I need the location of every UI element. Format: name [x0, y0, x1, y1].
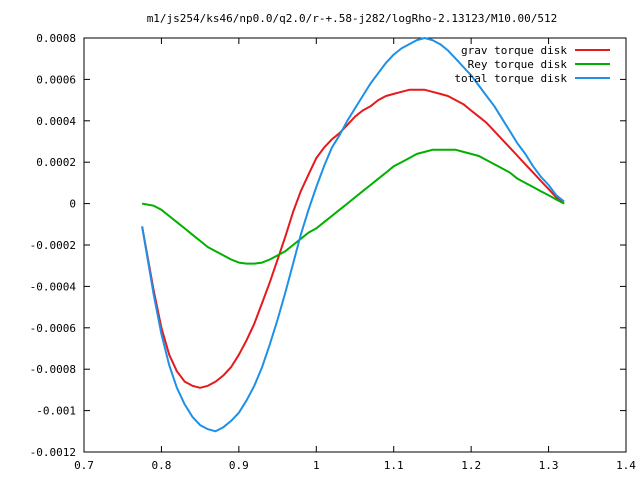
y-tick-label: 0.0006 — [36, 73, 76, 86]
x-tick-label: 1.2 — [461, 459, 481, 472]
axis-ticks: 0.7 0.8 0.9 1 1.1 1.2 1.3 1.4 -0.0012 -0.001 -0.00… — [30, 32, 637, 472]
x-tick-label: 0.8 — [151, 459, 171, 472]
legend-label: Rey torque disk — [468, 58, 568, 71]
x-tick-label: 0.9 — [229, 459, 249, 472]
series-lines — [141, 37, 565, 433]
series-line-2 — [141, 148, 565, 265]
y-tick-label: -0.0004 — [30, 280, 77, 293]
y-tick-label: 0.0002 — [36, 156, 76, 169]
y-tick-label: -0.0012 — [30, 446, 76, 459]
series-line-3 — [141, 37, 565, 433]
legend-label: total torque disk — [454, 72, 567, 85]
chart-title: m1/js254/ks46/np0.0/q2.0/r-+.58-j282/log… — [147, 12, 558, 25]
y-tick-label: 0.0004 — [36, 115, 76, 128]
x-tick-label: 1 — [313, 459, 320, 472]
y-tick-label: 0.0008 — [36, 32, 76, 45]
y-tick-label: 0 — [69, 198, 76, 211]
series-line-1 — [141, 88, 565, 389]
y-tick-label: -0.0002 — [30, 239, 76, 252]
x-tick-label: 0.7 — [74, 459, 94, 472]
x-tick-label: 1.3 — [539, 459, 559, 472]
legend-label: grav torque disk — [461, 44, 567, 57]
y-tick-label: -0.001 — [36, 405, 76, 418]
y-tick-label: -0.0006 — [30, 322, 76, 335]
x-tick-label: 1.1 — [384, 459, 404, 472]
y-tick-label: -0.0008 — [30, 363, 76, 376]
x-tick-label: 1.4 — [616, 459, 636, 472]
plot-frame — [83, 37, 627, 453]
